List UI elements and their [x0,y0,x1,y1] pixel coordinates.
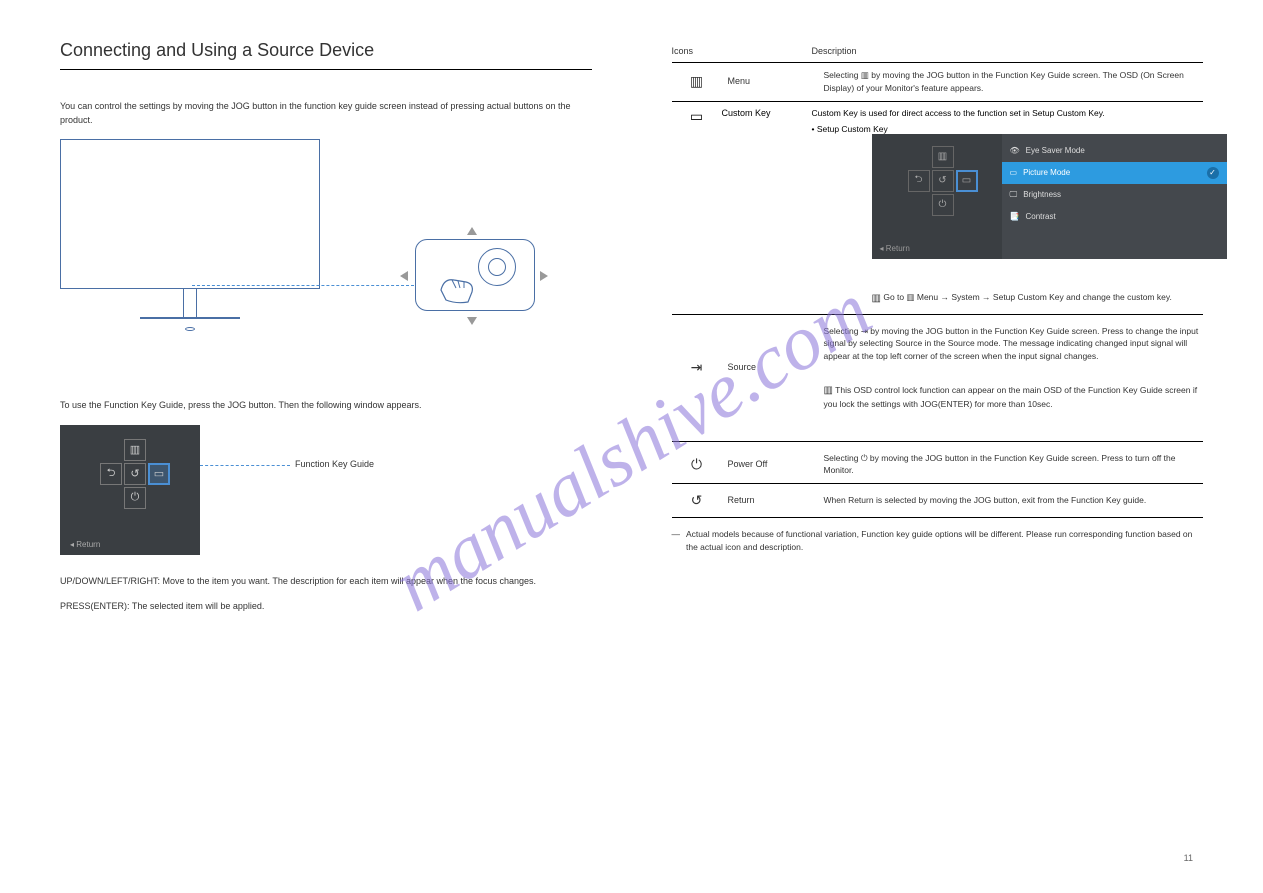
power-icon: ⏻ [691,454,702,475]
return-icon: ↺ [691,490,703,511]
menu-icon: ▥ [124,439,146,461]
osd-item-picture-mode: ▭ Picture Mode ✓ [1002,162,1227,184]
return-icon: ↺ [124,463,146,485]
custom-key-desc-bottom: Go to ▥ Menu → System → Setup Custom Key… [883,292,1172,302]
chapter-title: Connecting and Using a Source Device [60,40,592,70]
custom-key-icon: ▭ [690,108,703,125]
note-fkg: To use the Function Key Guide, press the… [60,399,592,413]
osd-screenshot: ▥ ⮌ ↺ ▭ ⏻ ◂ Return 👁 Eye Saver Mode [672,134,1204,304]
intro-text: You can control the settings by moving t… [60,100,592,127]
footer-note: Actual models because of functional vari… [686,528,1203,554]
page-number: 11 [1184,853,1193,863]
custom-key-desc-top: Custom Key is used for direct access to … [812,108,1204,118]
menu-icon: ▥ [824,383,833,398]
return-label: Return [76,540,100,549]
osd-item-contrast: 📑 Contrast [1002,206,1227,228]
row-power-off: ⏻ Power Off Selecting ⏻ by moving the JO… [672,446,1204,485]
osd-item-brightness: 🖵 Brightness [1002,184,1227,206]
nav-note: UP/DOWN/LEFT/RIGHT: Move to the item you… [60,575,592,589]
joystick-detail [415,239,535,311]
custom-key-icon: ▭ [148,463,170,485]
table-header: Icons Description [672,40,1204,63]
source-icon: ⮌ [100,463,122,485]
row-menu: ▥ Menu Selecting ▥ by moving the JOG but… [672,63,1204,102]
menu-icon: ▥ [690,71,703,92]
check-icon: ✓ [1207,167,1219,179]
enter-note: PRESS(ENTER): The selected item will be … [60,600,592,614]
custom-key-label: Custom Key [722,108,812,134]
row-return: ↺ Return When Return is selected by movi… [672,484,1204,518]
osd-lock-desc: This OSD control lock function can appea… [824,385,1198,409]
fkg-label: Function Key Guide [295,459,374,469]
power-icon: ⏻ [124,487,146,509]
row-source: ⇥ Source Selecting ⇥ by moving the JOG b… [672,319,1204,442]
setup-custom-key-label: Setup Custom Key [817,124,888,134]
osd-item-eyesaver: 👁 Eye Saver Mode [1002,140,1227,162]
source-icon: ⇥ [691,357,703,378]
function-key-guide-panel: ▥ ⮌ ↺ ▭ ⏻ ◂ Return Function Key Guide [60,425,592,575]
monitor-illustration [60,139,592,379]
